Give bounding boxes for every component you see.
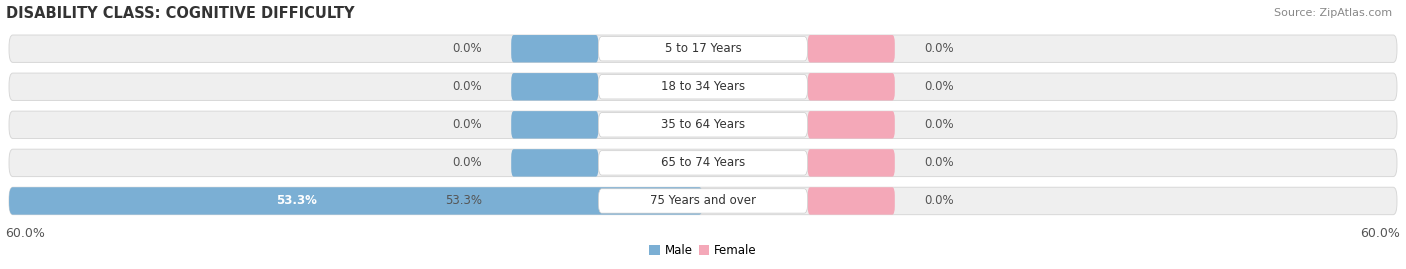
FancyBboxPatch shape xyxy=(8,187,703,215)
Text: 0.0%: 0.0% xyxy=(924,42,953,55)
FancyBboxPatch shape xyxy=(599,37,807,61)
Text: 0.0%: 0.0% xyxy=(924,118,953,131)
FancyBboxPatch shape xyxy=(512,73,599,101)
Text: 0.0%: 0.0% xyxy=(453,42,482,55)
FancyBboxPatch shape xyxy=(8,73,1398,101)
Text: 60.0%: 60.0% xyxy=(1361,227,1400,240)
FancyBboxPatch shape xyxy=(8,35,1398,62)
FancyBboxPatch shape xyxy=(8,187,1398,215)
Text: 0.0%: 0.0% xyxy=(924,156,953,169)
Text: 35 to 64 Years: 35 to 64 Years xyxy=(661,118,745,131)
Text: DISABILITY CLASS: COGNITIVE DIFFICULTY: DISABILITY CLASS: COGNITIVE DIFFICULTY xyxy=(6,6,354,20)
Text: 53.3%: 53.3% xyxy=(276,194,316,207)
Text: 18 to 34 Years: 18 to 34 Years xyxy=(661,80,745,93)
FancyBboxPatch shape xyxy=(512,149,599,176)
Text: 60.0%: 60.0% xyxy=(6,227,45,240)
FancyBboxPatch shape xyxy=(8,149,1398,176)
FancyBboxPatch shape xyxy=(807,149,894,176)
Text: 65 to 74 Years: 65 to 74 Years xyxy=(661,156,745,169)
Text: 5 to 17 Years: 5 to 17 Years xyxy=(665,42,741,55)
Text: 0.0%: 0.0% xyxy=(453,156,482,169)
FancyBboxPatch shape xyxy=(512,111,599,139)
FancyBboxPatch shape xyxy=(599,75,807,99)
Text: 53.3%: 53.3% xyxy=(446,194,482,207)
FancyBboxPatch shape xyxy=(8,111,1398,139)
FancyBboxPatch shape xyxy=(599,113,807,137)
Text: 0.0%: 0.0% xyxy=(453,80,482,93)
FancyBboxPatch shape xyxy=(599,189,807,213)
Text: 0.0%: 0.0% xyxy=(924,80,953,93)
FancyBboxPatch shape xyxy=(807,35,894,62)
FancyBboxPatch shape xyxy=(512,35,599,62)
FancyBboxPatch shape xyxy=(807,187,894,215)
FancyBboxPatch shape xyxy=(807,73,894,101)
Text: Source: ZipAtlas.com: Source: ZipAtlas.com xyxy=(1274,8,1392,18)
FancyBboxPatch shape xyxy=(599,151,807,175)
FancyBboxPatch shape xyxy=(807,111,894,139)
Text: 0.0%: 0.0% xyxy=(924,194,953,207)
Legend: Male, Female: Male, Female xyxy=(645,239,761,261)
Text: 75 Years and over: 75 Years and over xyxy=(650,194,756,207)
Text: 0.0%: 0.0% xyxy=(453,118,482,131)
